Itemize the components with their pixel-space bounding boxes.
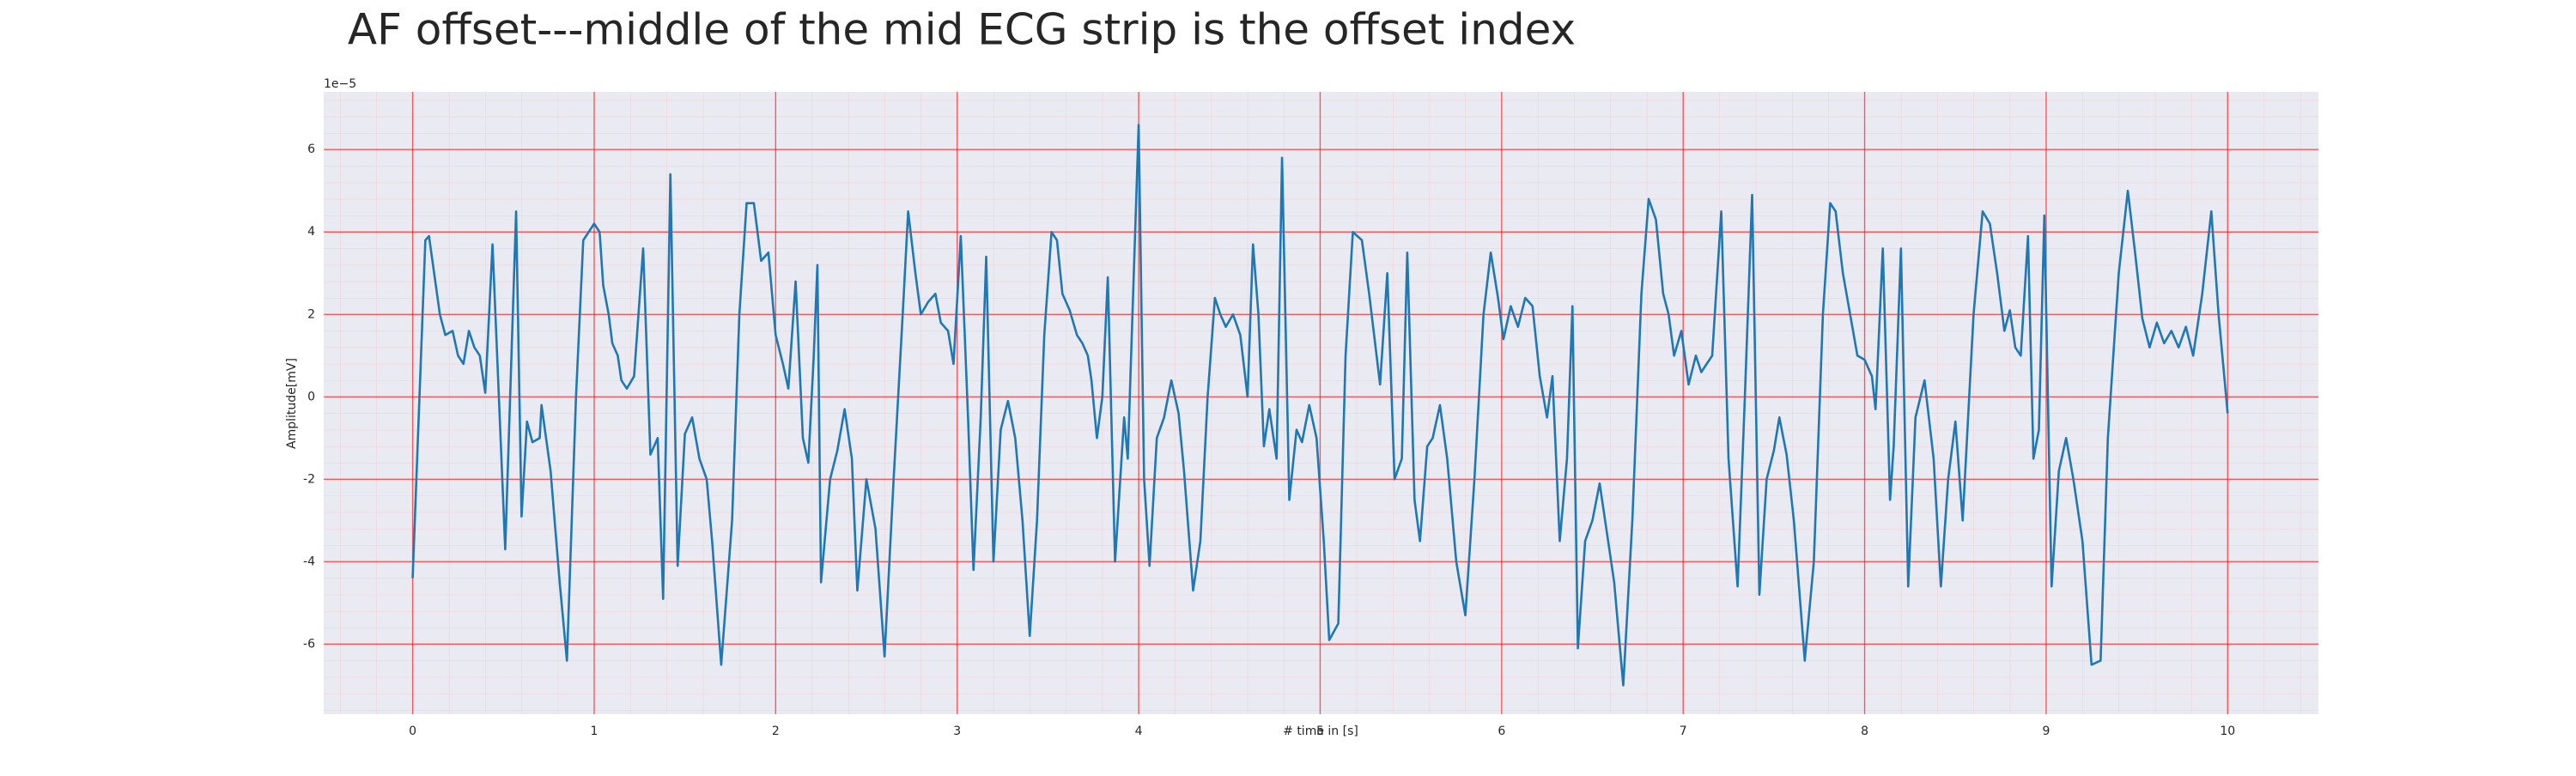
y-tick-label: -2 (303, 472, 315, 486)
x-tick-label: 0 (409, 724, 416, 738)
minor-grid (324, 92, 2318, 714)
x-tick-label: 9 (2042, 724, 2050, 738)
x-tick-label: 3 (953, 724, 961, 738)
chart-title: AF offset---middle of the mid ECG strip … (348, 5, 1576, 55)
x-tick-label: 8 (1861, 724, 1868, 738)
y-tick-label: 2 (307, 307, 315, 321)
y-tick-label: -4 (303, 555, 315, 568)
x-tick-label: 10 (2220, 724, 2235, 738)
y-tick-label: 0 (307, 390, 315, 403)
x-tick-label: 6 (1498, 724, 1505, 738)
x-tick-label: 4 (1135, 724, 1143, 738)
ecg-line (411, 124, 2229, 687)
x-tick-label: 7 (1680, 724, 1687, 738)
y-tick-label: 4 (307, 225, 315, 239)
x-tick-label: 2 (772, 724, 780, 738)
y-offset-label: 1e−5 (324, 77, 356, 91)
y-tick-label: 6 (307, 142, 315, 156)
x-tick-label: 1 (590, 724, 598, 738)
y-axis-label: Amplitude[mV] (285, 358, 299, 449)
marks (411, 124, 2229, 687)
y-tick-label: -6 (303, 637, 315, 651)
x-axis-label: # time in [s] (1283, 724, 1358, 738)
x-tick-label: 5 (1316, 724, 1324, 738)
